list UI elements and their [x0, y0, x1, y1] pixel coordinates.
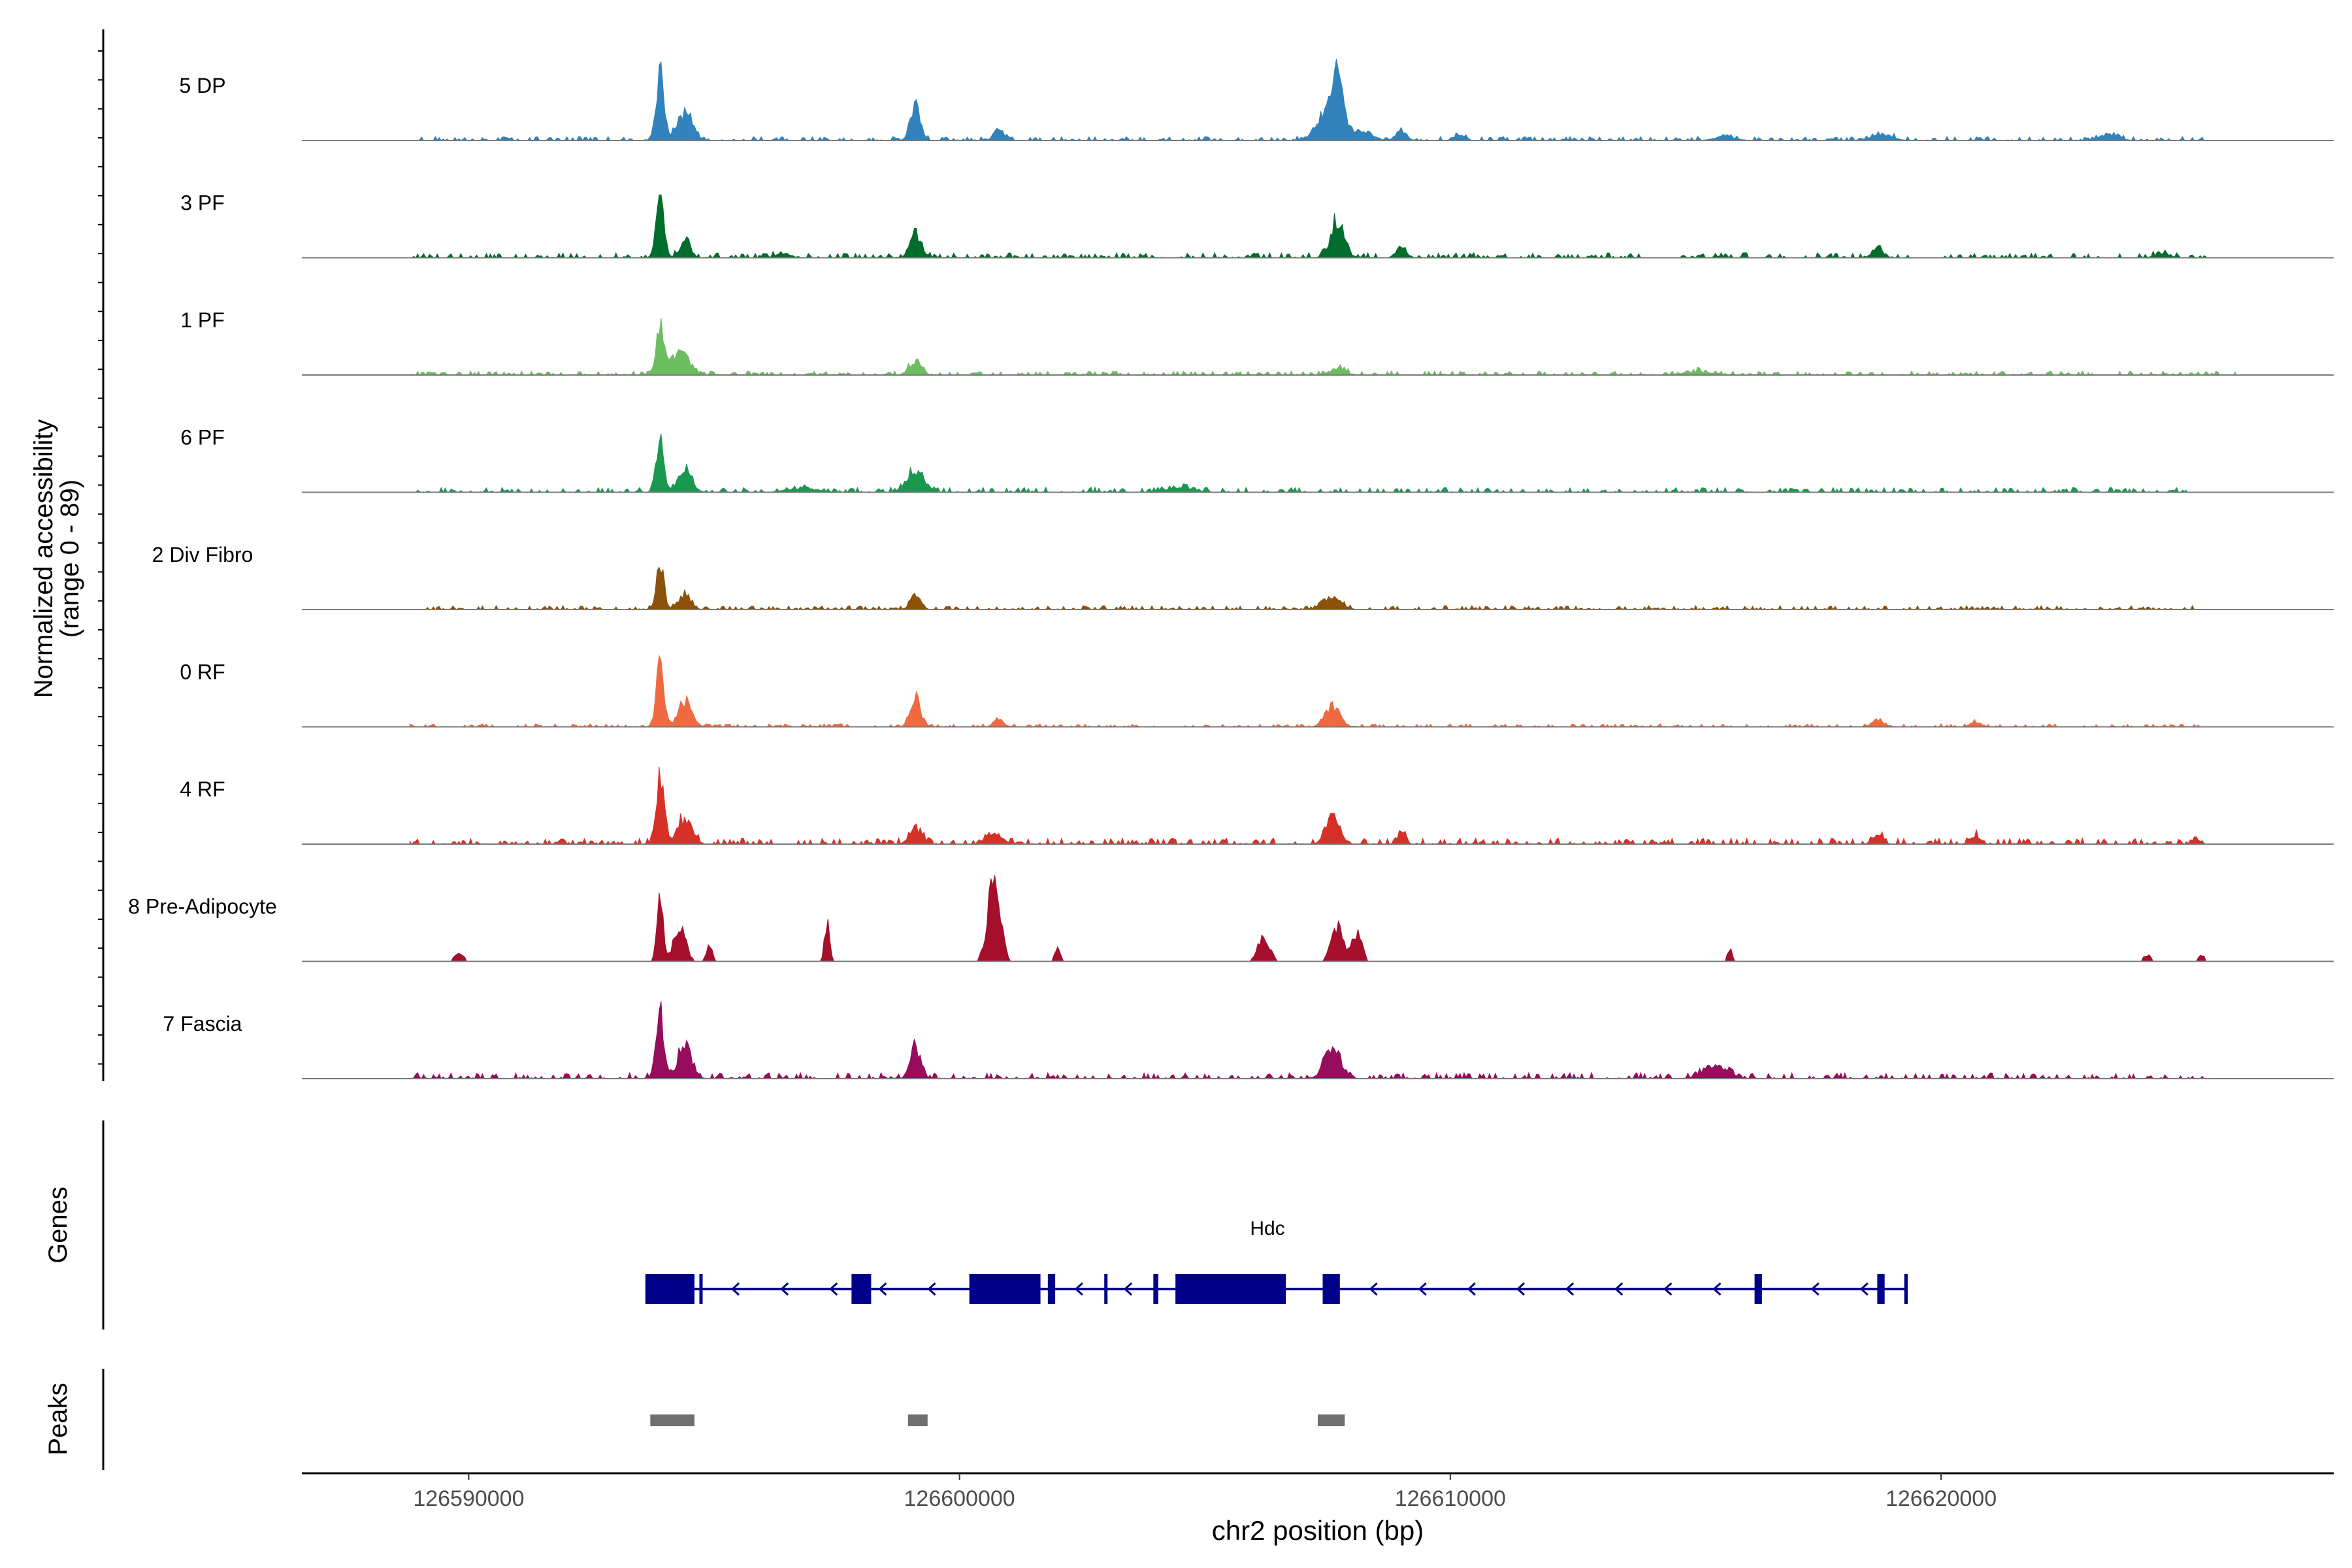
gene-name-label: Hdc [1250, 1218, 1284, 1239]
strand-chevron [1859, 1282, 1869, 1296]
coverage-area [410, 566, 2212, 611]
coverage-area [410, 875, 2212, 962]
track-label: 2 Div Fibro [152, 543, 253, 566]
coverage-area [410, 194, 2212, 259]
track-5-dp: 5 DP [179, 59, 2334, 141]
strand-chevron [1810, 1282, 1820, 1296]
strand-chevron [730, 1282, 740, 1296]
gene-exon [1104, 1274, 1108, 1304]
gene-exon [699, 1274, 703, 1304]
x-tick-label: 126610000 [1395, 1486, 1506, 1511]
gene-exon [1877, 1274, 1885, 1304]
gene-model-hdc [645, 1274, 1908, 1304]
gene-exon [1754, 1274, 1762, 1304]
gene-exon [1047, 1274, 1056, 1304]
coverage-tracks: 5 DP 3 PF 1 PF 6 PF 2 Div Fibro 0 RF 4 RF 8 Pre… [128, 59, 2334, 1080]
peak-bar [650, 1414, 694, 1426]
strand-chevron [927, 1282, 936, 1296]
track-4-rf: 4 RF [180, 766, 2334, 845]
strand-chevron [1123, 1282, 1133, 1296]
coverage-area [410, 433, 2187, 493]
coverage-area [410, 1001, 2212, 1080]
track-2-div-fibro: 2 Div Fibro [152, 543, 2334, 611]
gene-exon [1175, 1274, 1286, 1304]
strand-chevron [1663, 1282, 1673, 1296]
x-axis-title: chr2 position (bp) [1212, 1515, 1424, 1546]
gene-exon [969, 1274, 1041, 1304]
strand-chevron [878, 1282, 887, 1296]
track-7-fascia: 7 Fascia [163, 1001, 2334, 1080]
coverage-area [409, 654, 2212, 728]
strand-chevron [1614, 1282, 1624, 1296]
coverage-area [419, 59, 2212, 141]
x-tick-label: 126590000 [413, 1486, 524, 1511]
track-label: 3 PF [180, 191, 225, 215]
strand-chevron [779, 1282, 789, 1296]
track-label: 8 Pre-Adipocyte [128, 895, 277, 919]
strand-chevron [1565, 1282, 1575, 1296]
strand-chevron [1516, 1282, 1526, 1296]
x-axis-ticks: 126590000 126600000 126610000 126620000 [413, 1473, 1997, 1511]
track-label: 5 DP [179, 74, 225, 97]
track-3-pf: 3 PF [180, 191, 2334, 259]
track-6-pf: 6 PF [180, 426, 2334, 493]
genes-panel-label: Genes [44, 1186, 73, 1264]
coverage-y-ticks [98, 50, 103, 1065]
track-label: 4 RF [180, 777, 225, 801]
strand-chevron [1467, 1282, 1476, 1296]
gene-exon [645, 1274, 694, 1304]
strand-chevron [1369, 1282, 1378, 1296]
peak-bar [1318, 1414, 1345, 1426]
peak-bar [907, 1414, 928, 1426]
coverage-area [408, 318, 2236, 376]
track-label: 1 PF [180, 308, 225, 332]
track-8-pre-adipocyte: 8 Pre-Adipocyte [128, 875, 2334, 962]
gene-exon [851, 1274, 872, 1304]
y-axis-title-line2: (range 0 - 89) [56, 480, 84, 638]
strand-chevron [1418, 1282, 1427, 1296]
track-label: 7 Fascia [163, 1012, 242, 1036]
gene-exon [1153, 1274, 1158, 1304]
track-label: 0 RF [180, 661, 225, 684]
x-tick-label: 126600000 [904, 1486, 1015, 1511]
peaks-panel-label: Peaks [44, 1382, 73, 1455]
track-1-pf: 1 PF [180, 308, 2334, 376]
gene-exon [1322, 1274, 1340, 1304]
peak-regions [650, 1414, 1345, 1426]
strand-chevron [1712, 1282, 1722, 1296]
strand-chevron [829, 1282, 838, 1296]
y-axis-title-line1: Normalized accessibility [29, 419, 58, 698]
track-label: 6 PF [180, 426, 225, 449]
track-0-rf: 0 RF [180, 654, 2334, 728]
coverage-area [409, 766, 2212, 845]
strand-chevron [1074, 1282, 1083, 1296]
x-tick-label: 126620000 [1886, 1486, 1997, 1511]
gene-exon [1904, 1274, 1908, 1304]
